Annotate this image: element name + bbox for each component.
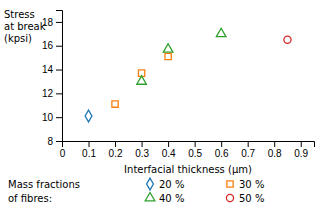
legend-item: 30 % xyxy=(227,179,265,190)
legend-label: 40 % xyxy=(159,193,184,204)
x-tick-mark xyxy=(168,141,169,147)
x-tick-label: 0.1 xyxy=(82,148,96,159)
legend: Mass fractionsof fibres: 20 % 30 % 40 % 50 % xyxy=(8,178,264,203)
legend-label: 20 % xyxy=(159,179,184,190)
plot: 00.10.20.30.40.50.60.70.80.981012141618 xyxy=(42,11,315,160)
point xyxy=(137,76,147,84)
points xyxy=(85,28,291,122)
point xyxy=(163,44,173,52)
point xyxy=(85,110,92,122)
x-tick: 0.3 xyxy=(135,141,149,159)
point xyxy=(216,28,226,36)
legend-marker xyxy=(227,181,233,187)
y-tick: 16 xyxy=(42,40,62,51)
point xyxy=(284,36,291,43)
legend-marker xyxy=(145,192,155,200)
x-tick-mark xyxy=(301,141,302,147)
x-tick: 0.6 xyxy=(215,141,229,159)
y-tick-label: 8 xyxy=(47,136,53,147)
x-tick-label: 0.3 xyxy=(135,148,149,159)
x-tick-mark xyxy=(195,141,196,147)
legend-title: Mass fractionsof fibres: xyxy=(8,179,80,204)
x-tick: 0.4 xyxy=(162,141,176,159)
y-tick-label: 16 xyxy=(42,40,54,51)
x-tick-label: 0.7 xyxy=(241,148,255,159)
y-tick: 12 xyxy=(42,88,62,99)
x-tick: 0.1 xyxy=(82,141,96,159)
point xyxy=(112,101,118,107)
x-tick: 0.9 xyxy=(294,141,308,159)
y-tick-label: 10 xyxy=(42,112,54,123)
x-tick: 0.8 xyxy=(268,141,282,159)
legend-item: 50 % xyxy=(226,193,264,204)
legend-label: 50 % xyxy=(239,193,264,204)
y-axis-line xyxy=(56,11,63,142)
y-tick-mark xyxy=(56,117,62,118)
x-tick-label: 0.9 xyxy=(294,148,308,159)
point xyxy=(165,53,171,59)
x-tick-label: 0.6 xyxy=(215,148,229,159)
x-tick: 0 xyxy=(60,141,66,159)
x-tick: 0.7 xyxy=(241,141,255,159)
x-axis: 0 0.1 0.2 0.3 0.4 0.5 0.6 0.7 0.8 0.9 xyxy=(60,141,315,159)
x-tick-label: 0.2 xyxy=(109,148,123,159)
y-tick: 8 xyxy=(47,136,62,147)
chart: 00.10.20.30.40.50.60.70.80.981012141618I… xyxy=(0,0,326,209)
y-tick-label: 12 xyxy=(42,88,54,99)
legend-item: 40 % xyxy=(145,192,184,203)
legend-marker xyxy=(226,194,233,201)
legend-label: 30 % xyxy=(239,179,264,190)
x-tick-mark xyxy=(221,141,222,147)
x-axis-line xyxy=(63,142,315,148)
x-tick-label: 0 xyxy=(60,148,66,159)
y-tick-mark xyxy=(56,93,62,94)
y-tick-mark xyxy=(56,46,62,47)
x-tick-label: 0.5 xyxy=(188,148,202,159)
x-tick-label: 0.8 xyxy=(268,148,282,159)
x-tick: 0.2 xyxy=(109,141,123,159)
x-tick-mark xyxy=(274,141,275,147)
y-tick-mark xyxy=(56,70,62,71)
x-tick: 0.5 xyxy=(188,141,202,159)
legend-marker xyxy=(147,178,154,190)
x-label: Interfacial thickness (μm) xyxy=(124,164,252,175)
y-tick: 14 xyxy=(42,64,62,75)
x-tick-mark xyxy=(89,141,90,147)
x-tick-mark xyxy=(248,141,249,147)
x-tick-mark xyxy=(142,141,143,147)
y-tick-mark xyxy=(56,22,62,23)
legend-item: 20 % xyxy=(147,178,185,190)
y-label: Stressat break(kpsi) xyxy=(4,9,46,44)
x-tick-label: 0.4 xyxy=(162,148,176,159)
y-tick-label: 14 xyxy=(42,64,54,75)
y-tick: 10 xyxy=(42,112,62,123)
x-tick-mark xyxy=(115,141,116,147)
y-tick-mark xyxy=(56,141,62,142)
